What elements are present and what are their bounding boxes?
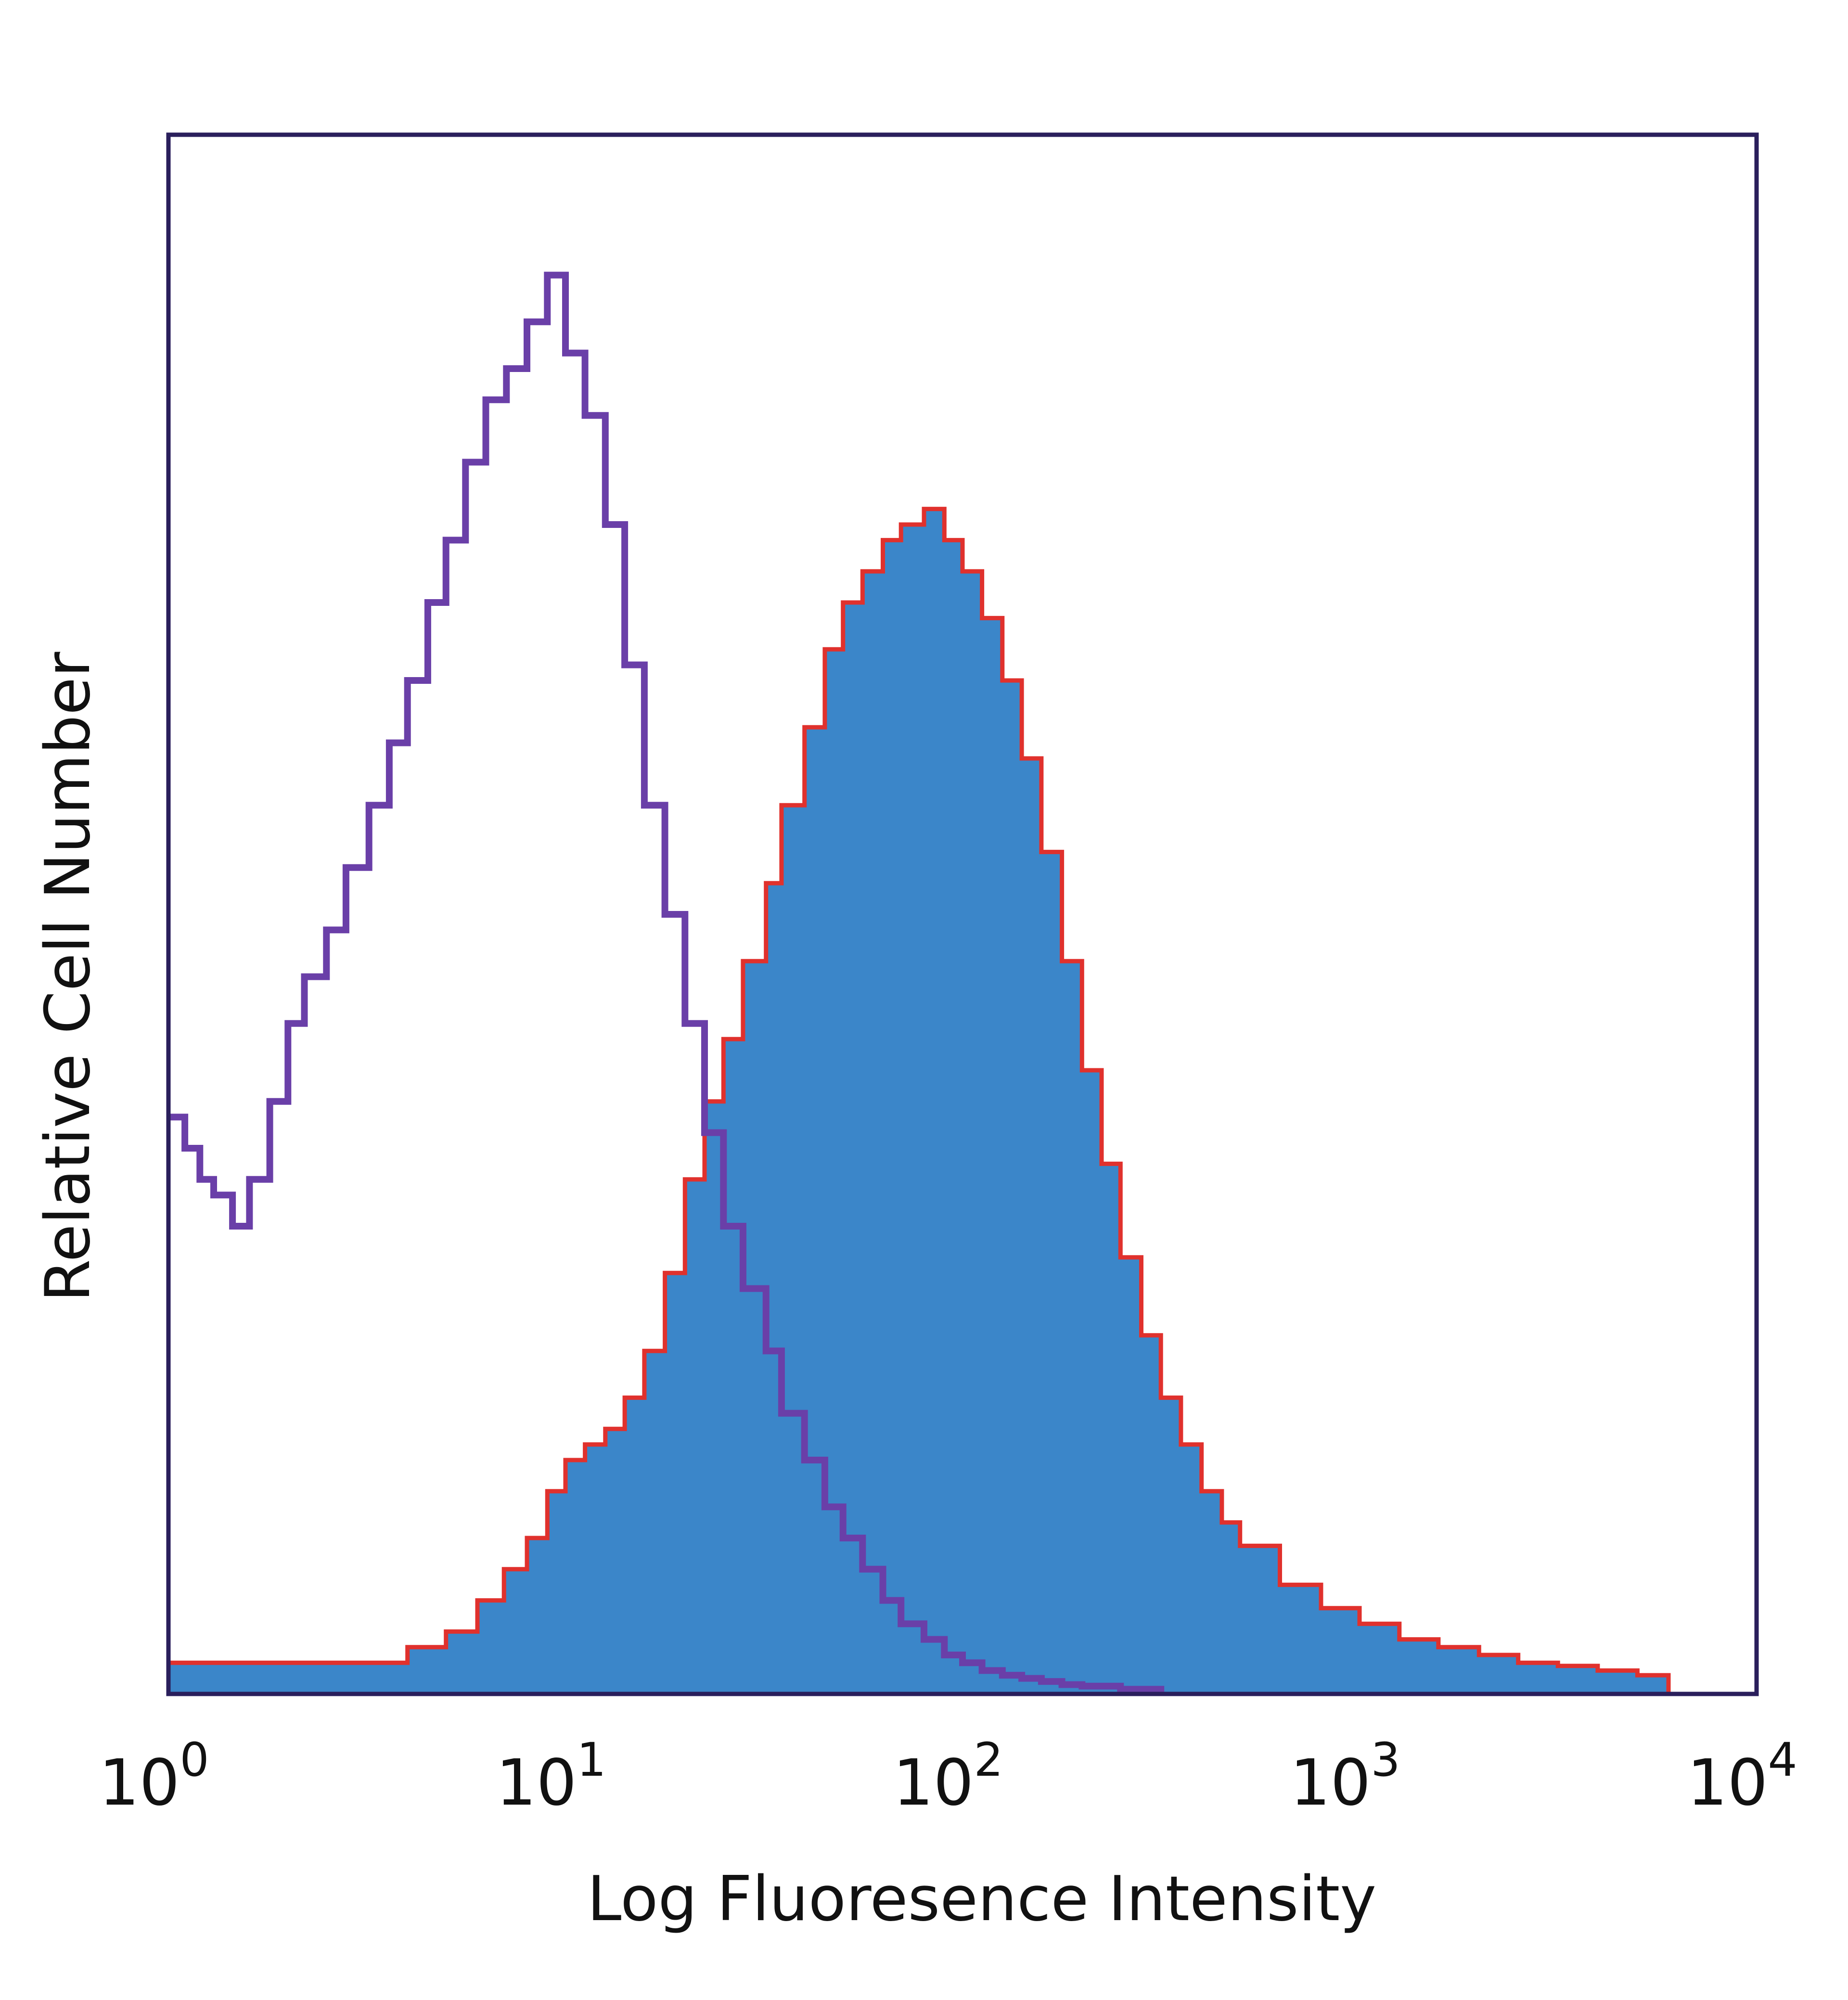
x-tick-exponent: 3 — [1371, 1733, 1400, 1787]
x-tick-label: 104 — [1687, 1733, 1797, 1820]
open-histogram-outline — [168, 271, 1165, 1694]
x-tick-exponent: 0 — [180, 1733, 209, 1787]
x-tick-label: 101 — [496, 1733, 606, 1820]
x-tick-label: 100 — [99, 1733, 209, 1820]
plot-frame — [166, 132, 1759, 1696]
x-tick-label: 102 — [893, 1733, 1003, 1820]
x-axis-label: Log Fluoresence Intensity — [587, 1863, 1376, 1935]
x-tick-exponent: 1 — [577, 1733, 606, 1787]
x-tick-labels: 100 101 102 103 104 — [99, 1733, 1797, 1820]
x-tick-exponent: 2 — [974, 1733, 1003, 1787]
x-tick-base: 10 — [496, 1746, 577, 1820]
filled-histogram-outline — [168, 507, 1671, 1694]
x-tick-base: 10 — [1687, 1746, 1768, 1820]
x-tick-exponent: 4 — [1768, 1733, 1797, 1787]
x-tick-base: 10 — [99, 1746, 180, 1820]
series-layer — [168, 271, 1671, 1694]
y-axis-label: Relative Cell Number — [32, 652, 104, 1302]
x-tick-base: 10 — [893, 1746, 974, 1820]
filled-histogram — [168, 509, 1668, 1694]
x-tick-label: 103 — [1290, 1733, 1400, 1820]
x-tick-base: 10 — [1290, 1746, 1371, 1820]
